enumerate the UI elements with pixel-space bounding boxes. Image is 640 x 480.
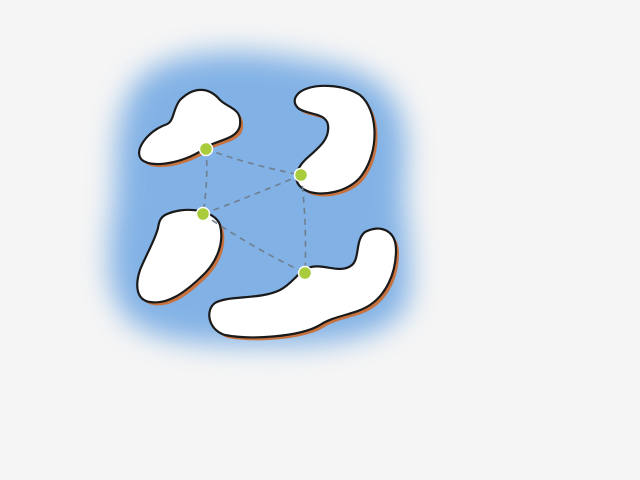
nodes: [195, 141, 313, 281]
island-left: [136, 208, 225, 306]
link-node-left-node-bottom: [202, 213, 306, 274]
island-top-right: [293, 84, 378, 197]
node-top-right: [293, 167, 309, 183]
link-node-top-right-node-bottom: [300, 174, 307, 274]
node-left: [195, 206, 211, 222]
node-top-left: [198, 141, 214, 157]
node-bottom: [297, 265, 313, 281]
islands: [136, 84, 399, 341]
link-node-top-left-node-top-right: [205, 148, 302, 176]
link-node-top-right-node-left: [202, 174, 302, 215]
island-bottom: [208, 227, 399, 341]
